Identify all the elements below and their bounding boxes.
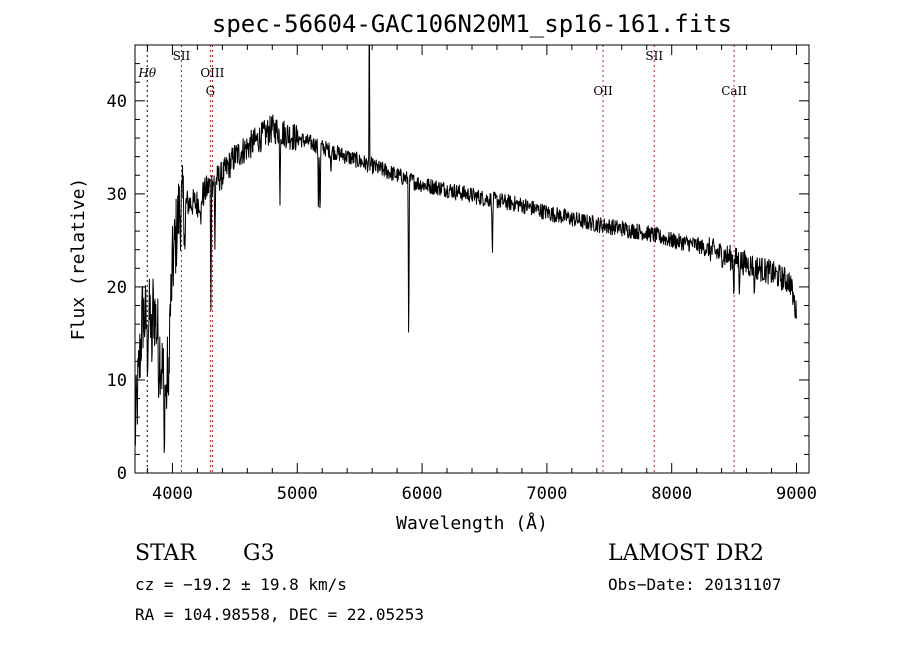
x-tick-label: 4000 (152, 484, 193, 504)
x-tick-label: 5000 (277, 484, 318, 504)
line-marker-label: SII (645, 49, 663, 63)
line-marker-label: G (206, 84, 216, 98)
spectrum-line (134, 44, 797, 453)
y-tick-label: 30 (107, 185, 127, 205)
chart-title: spec-56604-GAC106N20M1_sp16-161.fits (212, 10, 732, 38)
coordinates: RA = 104.98558, DEC = 22.05253 (135, 605, 424, 624)
y-tick-label: 10 (107, 371, 127, 391)
y-axis-label: Flux (relative) (68, 178, 89, 341)
x-tick-label: 8000 (651, 484, 692, 504)
x-tick-label: 7000 (526, 484, 567, 504)
redshift-info: cz = −19.2 ± 19.8 km/s (135, 575, 347, 594)
obs-date: Obs−Date: 20131107 (608, 575, 781, 594)
line-marker-label: OIII (200, 66, 224, 80)
y-tick-label: 20 (107, 278, 127, 298)
line-marker-label: CaII (721, 84, 747, 98)
y-axis-ticks: 0 10 20 30 40 (107, 63, 809, 484)
x-tick-label: 9000 (776, 484, 817, 504)
object-subclass: G3 (243, 541, 275, 566)
x-axis-ticks: 4000 5000 6000 7000 8000 9000 (146, 45, 817, 504)
line-marker-label: OII (593, 84, 613, 98)
survey-name: LAMOST DR2 (608, 541, 764, 566)
y-tick-label: 0 (117, 464, 127, 484)
plot-frame (134, 44, 810, 474)
line-markers: Hθ SII OIII G OII SII CaII (137, 45, 747, 473)
line-marker-label: Hθ (137, 66, 156, 80)
x-axis-label: Wavelength (Å) (396, 512, 548, 534)
x-tick-label: 6000 (402, 484, 443, 504)
spectrum-series (134, 44, 797, 453)
line-marker-label: SII (173, 49, 191, 63)
object-class: STAR (135, 541, 197, 566)
y-tick-label: 40 (107, 92, 127, 112)
